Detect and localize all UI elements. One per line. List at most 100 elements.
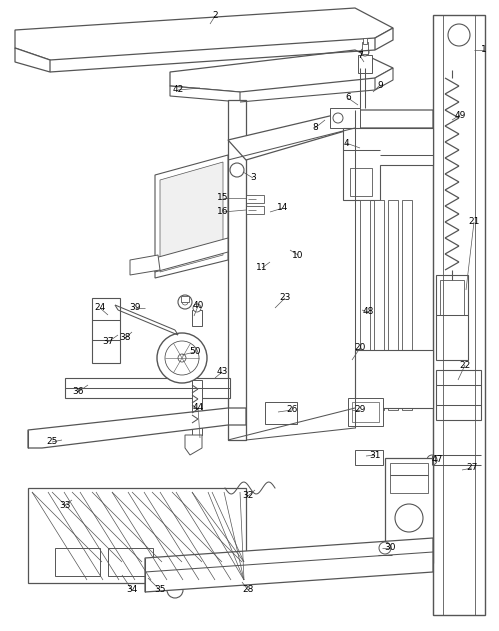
Bar: [362, 42, 368, 54]
Polygon shape: [130, 255, 160, 275]
Text: 16: 16: [217, 208, 229, 216]
Text: 33: 33: [59, 500, 71, 509]
Text: 14: 14: [277, 204, 289, 213]
Circle shape: [167, 582, 183, 598]
Text: 32: 32: [243, 492, 253, 500]
Circle shape: [178, 354, 186, 362]
Text: 7: 7: [357, 52, 363, 61]
Bar: [436, 370, 481, 420]
Bar: [355, 450, 383, 465]
Bar: [358, 55, 372, 73]
Bar: [350, 168, 372, 196]
Circle shape: [379, 542, 391, 554]
Text: 37: 37: [102, 338, 114, 346]
Circle shape: [193, 304, 201, 312]
Text: 42: 42: [172, 85, 184, 95]
Text: 25: 25: [46, 437, 58, 447]
Bar: [388, 200, 398, 410]
Circle shape: [178, 295, 192, 309]
Text: 43: 43: [216, 367, 228, 377]
Polygon shape: [160, 162, 223, 272]
Polygon shape: [15, 8, 393, 60]
Bar: [108, 548, 153, 576]
Text: 11: 11: [256, 264, 268, 273]
Bar: [65, 378, 230, 398]
Bar: [246, 206, 264, 214]
Circle shape: [230, 163, 244, 177]
Bar: [192, 310, 202, 326]
Text: 27: 27: [466, 464, 478, 473]
Bar: [228, 100, 246, 440]
Text: 1: 1: [481, 45, 487, 54]
Polygon shape: [28, 408, 246, 448]
Text: 21: 21: [469, 218, 480, 227]
Bar: [360, 200, 370, 410]
Text: 23: 23: [279, 293, 291, 302]
Text: 31: 31: [369, 451, 381, 459]
Text: 2: 2: [212, 11, 218, 20]
Text: 50: 50: [189, 348, 201, 357]
Text: 38: 38: [119, 334, 131, 343]
Text: 36: 36: [72, 387, 84, 396]
Text: 40: 40: [192, 302, 204, 310]
Bar: [352, 402, 379, 422]
Polygon shape: [185, 435, 202, 455]
Circle shape: [182, 299, 188, 305]
Circle shape: [361, 48, 369, 56]
Bar: [55, 548, 100, 576]
Polygon shape: [343, 128, 433, 200]
Text: 8: 8: [312, 124, 318, 133]
Bar: [355, 350, 433, 408]
Text: 6: 6: [345, 93, 351, 102]
Circle shape: [395, 504, 423, 532]
Text: 48: 48: [362, 307, 374, 317]
Text: 30: 30: [384, 543, 396, 553]
Text: 20: 20: [354, 343, 366, 353]
Bar: [374, 200, 384, 410]
Bar: [192, 380, 202, 435]
Text: 39: 39: [129, 304, 141, 312]
Text: 3: 3: [250, 174, 256, 182]
Bar: [385, 458, 433, 563]
Text: 49: 49: [454, 110, 466, 119]
Polygon shape: [145, 538, 433, 592]
Text: 28: 28: [243, 586, 253, 594]
Bar: [265, 402, 297, 424]
Circle shape: [427, 455, 437, 465]
Circle shape: [333, 113, 343, 123]
Text: 29: 29: [354, 406, 366, 415]
Text: 35: 35: [154, 586, 166, 594]
Bar: [363, 38, 367, 44]
Circle shape: [157, 333, 207, 383]
Circle shape: [165, 341, 199, 375]
Polygon shape: [155, 238, 228, 272]
Polygon shape: [170, 50, 393, 92]
Text: 47: 47: [431, 456, 443, 464]
Bar: [440, 280, 464, 315]
Bar: [402, 200, 412, 410]
Text: 44: 44: [193, 403, 204, 413]
Text: 15: 15: [217, 194, 229, 203]
Bar: [92, 298, 120, 363]
Bar: [390, 463, 428, 493]
Bar: [181, 296, 189, 302]
Polygon shape: [15, 48, 50, 72]
Text: 26: 26: [286, 406, 298, 415]
Text: 24: 24: [94, 304, 106, 312]
Polygon shape: [375, 28, 393, 50]
Text: 22: 22: [460, 360, 471, 370]
Text: 34: 34: [126, 586, 138, 594]
Polygon shape: [228, 110, 433, 160]
Text: 4: 4: [343, 138, 349, 148]
Bar: [28, 488, 246, 583]
Bar: [348, 398, 383, 426]
Bar: [330, 108, 360, 128]
Bar: [246, 195, 264, 203]
Polygon shape: [170, 86, 240, 102]
Polygon shape: [375, 68, 393, 90]
Text: 9: 9: [377, 81, 383, 90]
Circle shape: [448, 24, 470, 46]
Bar: [433, 15, 485, 615]
Polygon shape: [155, 155, 228, 278]
Text: 10: 10: [292, 251, 304, 259]
